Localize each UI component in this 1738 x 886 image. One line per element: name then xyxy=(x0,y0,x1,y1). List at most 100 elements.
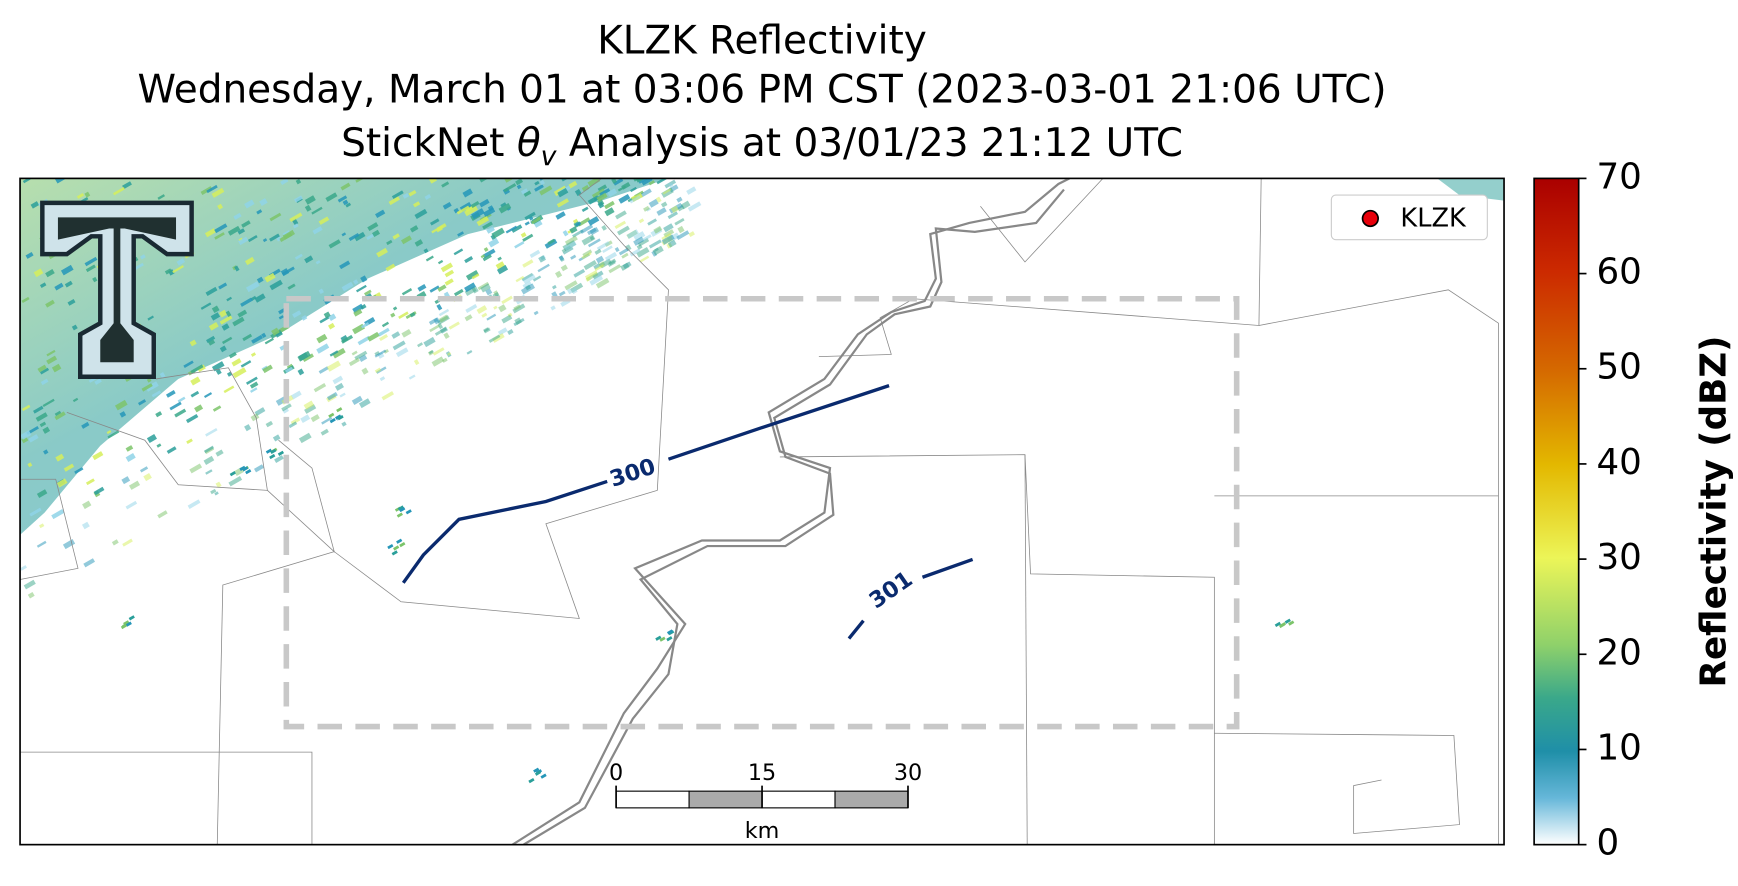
radar-echo xyxy=(269,212,282,222)
radar-echo xyxy=(106,429,112,435)
radar-echo xyxy=(282,230,290,236)
radar-echo xyxy=(311,206,323,215)
radar-echo xyxy=(341,232,347,237)
radar-echo xyxy=(151,390,162,398)
radar-echo xyxy=(214,223,228,234)
radar-echo xyxy=(288,421,298,429)
contour-line xyxy=(667,384,890,461)
radar-echo xyxy=(269,453,276,460)
radar-echo xyxy=(417,284,427,292)
radar-echo xyxy=(247,235,258,243)
radar-echo xyxy=(464,282,476,293)
radar-echo xyxy=(71,324,78,331)
radar-echo xyxy=(465,269,479,281)
radar-echo xyxy=(111,539,119,546)
radar-echo xyxy=(501,314,513,324)
radar-echo xyxy=(166,390,176,398)
radar-echo xyxy=(329,350,339,357)
radar-echo xyxy=(668,182,674,188)
radar-echo xyxy=(157,194,165,200)
radar-echo xyxy=(295,178,302,185)
radar-echo xyxy=(274,455,284,464)
radar-echo xyxy=(374,350,380,356)
radar-echo xyxy=(387,543,394,550)
subtitle: Wednesday, March 01 at 03:06 PM CST (202… xyxy=(137,68,1386,113)
radar-echo xyxy=(587,195,600,205)
radar-echo xyxy=(488,238,500,248)
radar-echo xyxy=(575,221,582,227)
radar-echo xyxy=(379,376,386,382)
radar-echo xyxy=(377,327,390,337)
radar-echo xyxy=(323,311,331,319)
radar-echo xyxy=(597,184,608,192)
radar-echo xyxy=(597,201,605,209)
radar-echo xyxy=(476,305,488,315)
radar-echo xyxy=(428,317,439,326)
radar-echo xyxy=(280,268,290,277)
radar-echo xyxy=(534,770,542,776)
radar-echo xyxy=(441,181,450,188)
radar-echo xyxy=(133,262,144,271)
radar-echo xyxy=(56,478,68,488)
radar-echo xyxy=(265,420,274,428)
radar-echo xyxy=(522,273,536,285)
radar-echo xyxy=(482,248,496,259)
radar-echo xyxy=(388,196,400,206)
radar-echo xyxy=(76,193,85,199)
radar-echo xyxy=(215,449,224,457)
radar-echo xyxy=(25,251,34,259)
radar-echo xyxy=(214,491,219,496)
radar-echo xyxy=(143,472,152,482)
radar-echo xyxy=(525,284,532,291)
radar-echo xyxy=(125,500,138,510)
radar-echo xyxy=(594,264,605,272)
radar-echo xyxy=(464,314,473,322)
radar-echo xyxy=(661,234,675,245)
radar-echo xyxy=(466,350,473,355)
radar-echo xyxy=(436,303,443,311)
radar-echo xyxy=(584,270,598,280)
radar-echo xyxy=(456,205,470,215)
radar-echo xyxy=(381,321,390,328)
radar-echo xyxy=(655,196,662,203)
radar-echo xyxy=(21,404,31,412)
radar-echo xyxy=(244,199,255,209)
radar-echo xyxy=(197,364,206,373)
radar-echo xyxy=(354,350,368,361)
radar-echo xyxy=(211,361,225,372)
county-line xyxy=(333,178,669,619)
radar-echo xyxy=(169,401,182,411)
radar-echo xyxy=(655,635,662,641)
radar-echo xyxy=(352,303,364,314)
radar-echo xyxy=(128,480,141,490)
radar-echo xyxy=(21,436,29,444)
radar-echo xyxy=(643,205,650,212)
radar-echo xyxy=(277,450,285,456)
radar-echo xyxy=(491,227,505,239)
radar-echo xyxy=(301,315,308,321)
radar-echo xyxy=(423,336,436,348)
radar-echo xyxy=(340,182,351,191)
radar-echo xyxy=(328,313,337,322)
colorbar-tick-label: 40 xyxy=(1597,442,1642,483)
radar-echo xyxy=(386,239,393,246)
radar-echo xyxy=(667,239,677,248)
radar-echo xyxy=(332,347,346,359)
radar-echo xyxy=(618,193,631,204)
radar-echo xyxy=(294,195,303,203)
radar-echo xyxy=(396,538,403,544)
radar-echo xyxy=(666,636,673,642)
radar-echo xyxy=(626,229,639,239)
radar-echo xyxy=(558,290,566,297)
radar-echo xyxy=(155,411,163,418)
radar-echo xyxy=(250,352,257,357)
radar-echo xyxy=(383,349,389,354)
radar-echo xyxy=(570,254,577,260)
radar-echo xyxy=(581,184,590,192)
radar-echo xyxy=(94,378,102,385)
radar-echo xyxy=(604,251,618,262)
radar-echo xyxy=(591,188,606,199)
radar-echo xyxy=(43,449,49,455)
radar-echo xyxy=(611,178,618,184)
radar-echo xyxy=(321,416,333,425)
